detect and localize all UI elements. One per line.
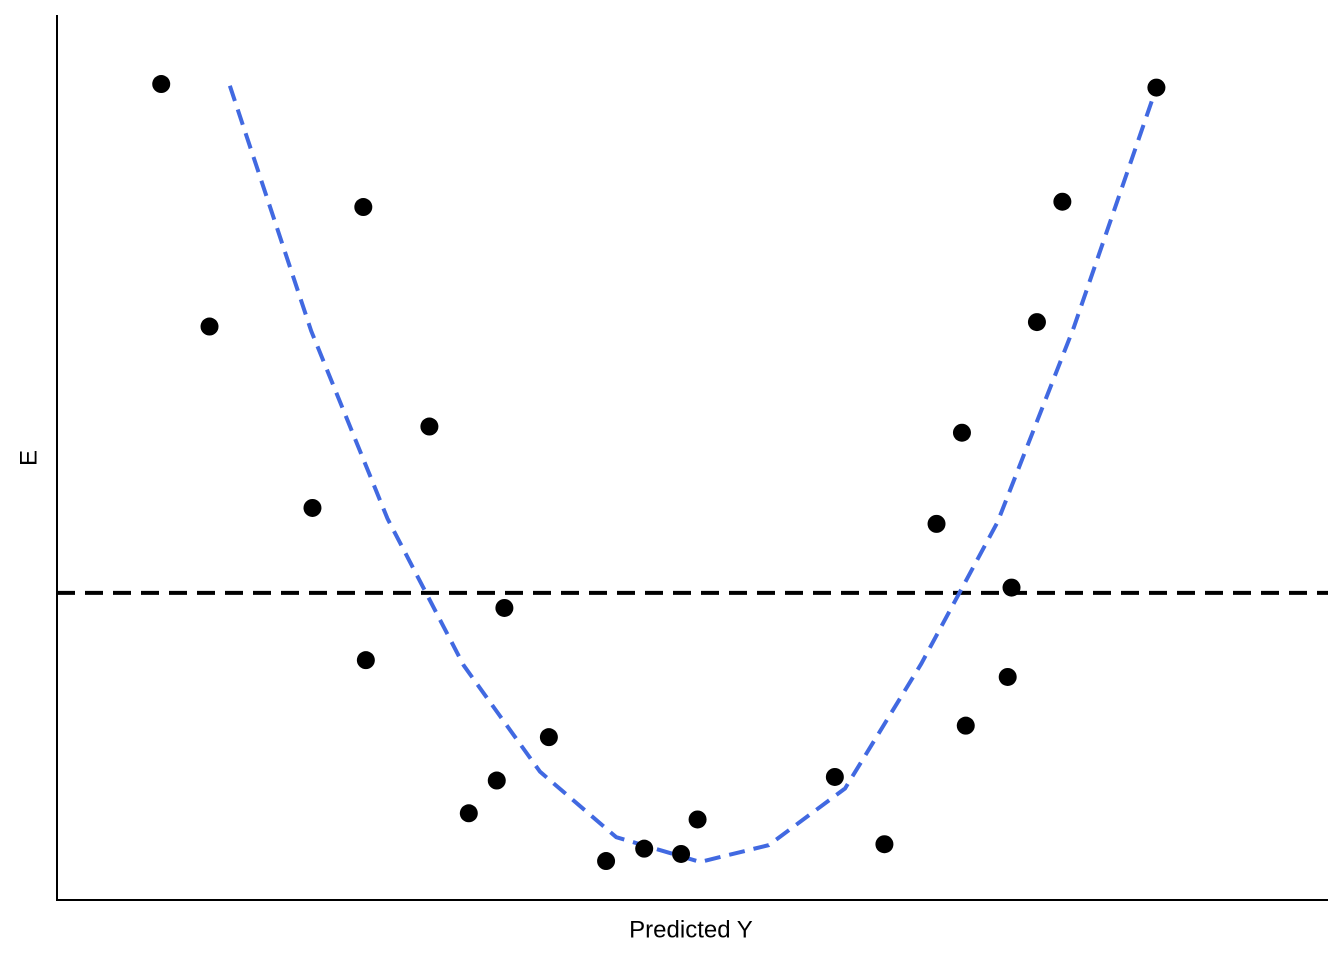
point	[1002, 578, 1021, 597]
point	[487, 771, 506, 790]
point	[1053, 192, 1072, 211]
point	[354, 198, 373, 217]
point	[597, 852, 616, 871]
point	[956, 716, 975, 735]
point	[688, 810, 707, 829]
point	[927, 514, 946, 533]
point	[539, 728, 558, 747]
point	[1147, 78, 1166, 97]
point	[303, 498, 322, 517]
point	[420, 417, 439, 436]
point	[825, 767, 844, 786]
fit-curve	[227, 85, 1159, 865]
point	[356, 651, 375, 670]
point	[495, 598, 514, 617]
point	[459, 804, 478, 823]
point	[200, 317, 219, 336]
x-axis-label: Predicted Y	[629, 916, 753, 943]
point	[998, 667, 1017, 686]
point	[875, 835, 894, 854]
y-axis-label: E	[15, 450, 42, 466]
point	[152, 75, 171, 94]
point	[952, 423, 971, 442]
point	[1027, 313, 1046, 332]
point	[672, 844, 691, 863]
point	[635, 839, 654, 858]
